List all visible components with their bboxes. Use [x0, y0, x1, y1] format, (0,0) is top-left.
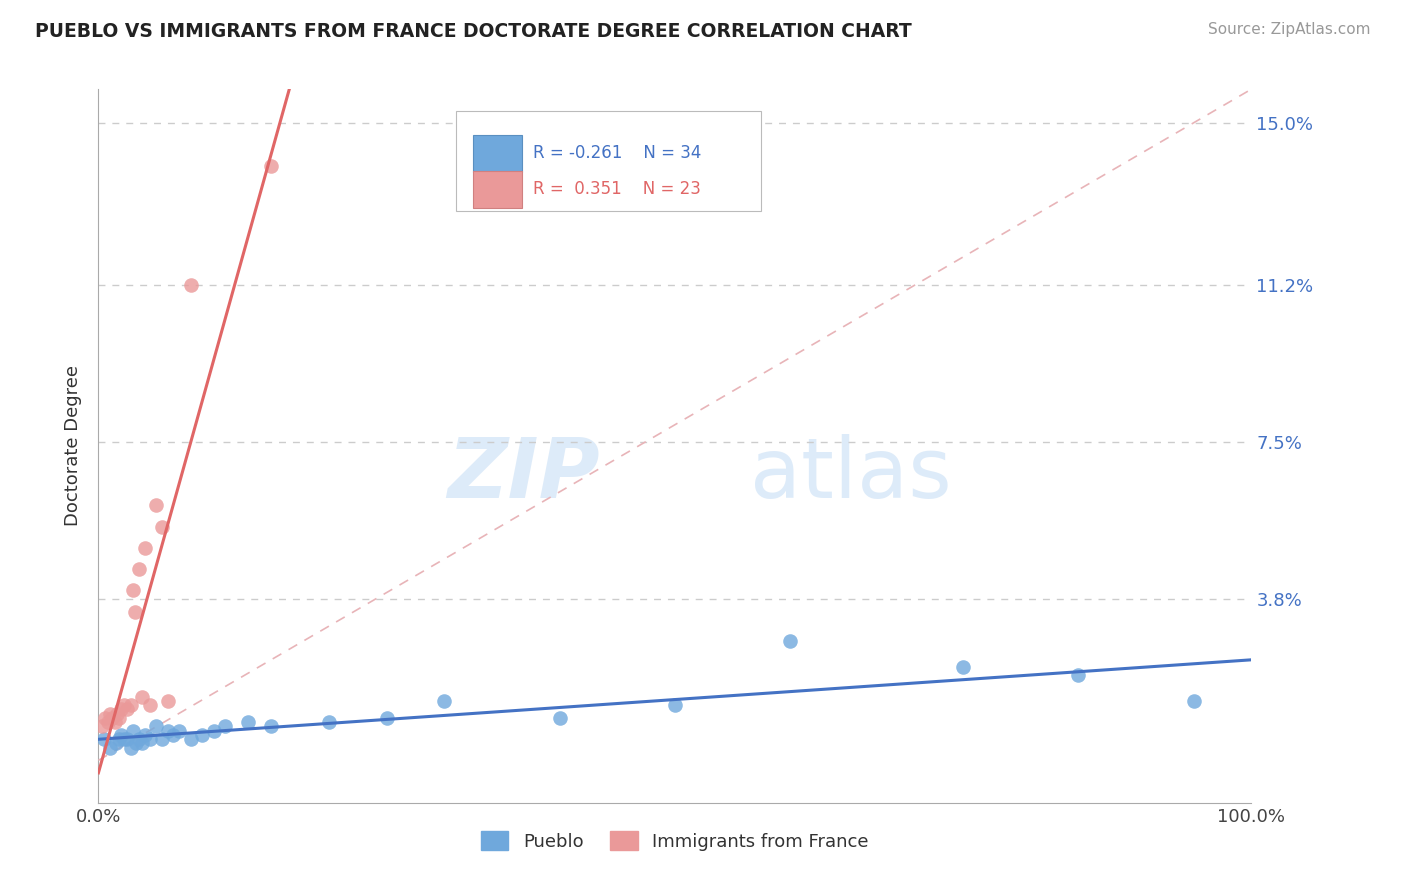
- Point: [191, 728, 214, 742]
- Point: [117, 702, 139, 716]
- Point: [145, 719, 167, 733]
- Point: [108, 732, 131, 747]
- Point: [238, 715, 260, 730]
- Point: [664, 698, 686, 712]
- Point: [120, 698, 142, 712]
- Point: [134, 541, 156, 555]
- Point: [125, 736, 148, 750]
- Point: [105, 706, 128, 721]
- Point: [112, 698, 135, 712]
- Point: [375, 711, 398, 725]
- Point: [139, 732, 162, 747]
- Point: [156, 723, 179, 738]
- Point: [90, 719, 112, 733]
- Point: [260, 159, 283, 173]
- Point: [110, 702, 132, 716]
- Point: [952, 660, 974, 674]
- Point: [139, 698, 162, 712]
- Point: [433, 694, 456, 708]
- Point: [122, 723, 145, 738]
- Point: [180, 277, 202, 292]
- Point: [131, 690, 153, 704]
- Point: [150, 732, 173, 747]
- Point: [104, 736, 127, 750]
- Point: [93, 732, 115, 747]
- Point: [108, 711, 131, 725]
- Point: [202, 723, 225, 738]
- Text: PUEBLO VS IMMIGRANTS FROM FRANCE DOCTORATE DEGREE CORRELATION CHART: PUEBLO VS IMMIGRANTS FROM FRANCE DOCTORA…: [35, 22, 912, 41]
- Point: [156, 694, 179, 708]
- Point: [318, 715, 340, 730]
- Point: [101, 711, 124, 725]
- Point: [145, 499, 167, 513]
- Point: [117, 732, 139, 747]
- Text: R =  0.351    N = 23: R = 0.351 N = 23: [533, 180, 702, 198]
- Point: [131, 736, 153, 750]
- Point: [779, 634, 801, 648]
- Point: [150, 519, 173, 533]
- Point: [124, 605, 146, 619]
- Text: R = -0.261    N = 34: R = -0.261 N = 34: [533, 145, 702, 162]
- Point: [214, 719, 236, 733]
- Point: [110, 728, 132, 742]
- Point: [162, 728, 184, 742]
- Point: [122, 583, 145, 598]
- Y-axis label: Doctorate Degree: Doctorate Degree: [63, 366, 82, 526]
- Point: [103, 715, 125, 730]
- Point: [167, 723, 190, 738]
- Point: [1067, 668, 1090, 682]
- FancyBboxPatch shape: [472, 135, 522, 172]
- Text: Source: ZipAtlas.com: Source: ZipAtlas.com: [1208, 22, 1371, 37]
- Point: [260, 719, 283, 733]
- FancyBboxPatch shape: [472, 170, 522, 208]
- Point: [1182, 694, 1205, 708]
- Point: [98, 706, 121, 721]
- Point: [94, 711, 117, 725]
- Point: [180, 732, 202, 747]
- Point: [128, 562, 150, 576]
- Point: [134, 728, 156, 742]
- Point: [97, 715, 120, 730]
- Text: ZIP: ZIP: [447, 434, 600, 515]
- Point: [128, 732, 150, 747]
- Point: [120, 740, 142, 755]
- Point: [548, 711, 571, 725]
- Point: [112, 732, 135, 747]
- FancyBboxPatch shape: [456, 111, 762, 211]
- Point: [98, 740, 121, 755]
- Legend: Pueblo, Immigrants from France: Pueblo, Immigrants from France: [474, 824, 876, 858]
- Text: atlas: atlas: [749, 434, 952, 515]
